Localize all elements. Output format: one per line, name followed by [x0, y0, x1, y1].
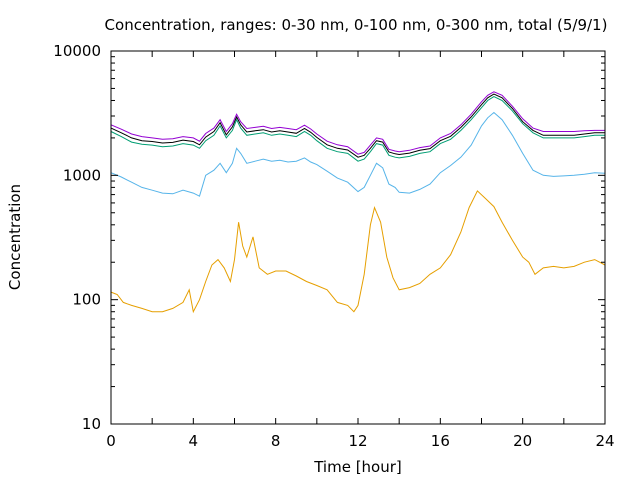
- y-axis-label: Concentration: [6, 184, 24, 290]
- x-tick-label: 0: [106, 432, 116, 450]
- y-tick-label: 1000: [63, 166, 101, 184]
- plot-frame: [110, 50, 606, 425]
- chart-title: Concentration, ranges: 0-30 nm, 0-100 nm…: [105, 16, 608, 34]
- series-line-5: [110, 91, 605, 155]
- x-tick-label: 8: [271, 432, 281, 450]
- series-line-1: [110, 190, 606, 314]
- x-tick-label: 4: [189, 432, 199, 450]
- series-layer: [110, 91, 606, 314]
- series-line-3: [110, 96, 605, 162]
- x-axis-label: Time [hour]: [313, 458, 402, 476]
- series-line-4: [110, 93, 605, 158]
- x-tick-label: 24: [595, 432, 614, 450]
- y-tick-label: 10: [82, 415, 101, 433]
- x-tick-label: 20: [513, 432, 532, 450]
- x-tick-label: 16: [431, 432, 450, 450]
- ticks-layer: 0 4 8 12 16 20 24 10 100 1000 10000: [53, 42, 614, 450]
- y-tick-label: 100: [72, 291, 101, 309]
- x-tick-label: 12: [348, 432, 367, 450]
- y-tick-label: 10000: [53, 42, 101, 60]
- series-line-2: [110, 111, 606, 197]
